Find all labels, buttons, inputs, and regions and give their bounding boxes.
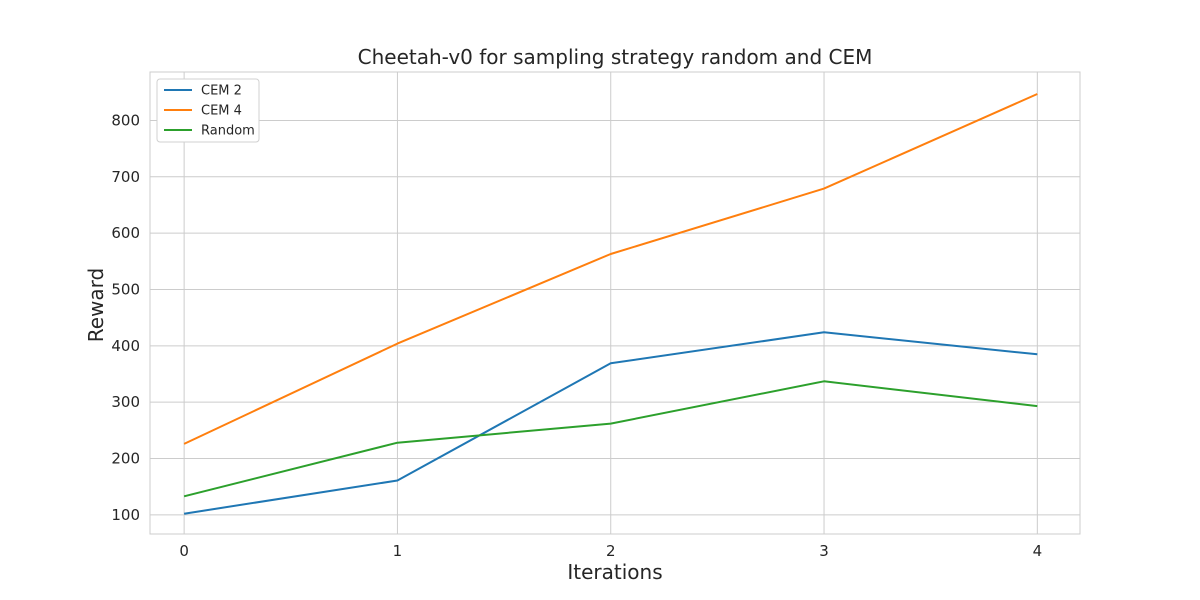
chart-title: Cheetah-v0 for sampling strategy random … — [358, 45, 873, 69]
series-lines — [183, 93, 1038, 515]
series-line-random — [183, 380, 1038, 498]
y-tick-label: 600 — [111, 224, 140, 242]
tick-labels: 0 1 2 3 4 100 200 300 400 500 600 700 800 — [111, 111, 1042, 560]
plot-area — [149, 71, 1081, 535]
legend-label: CEM 2 — [201, 84, 242, 99]
legend: CEM 2 CEM 4 Random — [156, 78, 260, 143]
x-tick-label: 4 — [1033, 542, 1043, 560]
x-tick-label: 3 — [819, 542, 829, 560]
series-line-cem-2 — [183, 331, 1038, 515]
y-tick-label: 400 — [111, 337, 140, 355]
legend-label: Random — [201, 124, 255, 139]
y-axis-label: Reward — [84, 268, 108, 342]
x-tick-label: 0 — [179, 542, 189, 560]
x-axis-label: Iterations — [567, 560, 662, 584]
y-tick-label: 800 — [111, 111, 140, 129]
x-tick-label: 1 — [393, 542, 403, 560]
series-line-cem-4 — [183, 93, 1038, 445]
y-tick-label: 100 — [111, 506, 140, 524]
legend-box — [156, 78, 260, 143]
y-tick-label: 700 — [111, 168, 140, 186]
y-tick-label: 200 — [111, 450, 140, 468]
y-tick-label: 300 — [111, 393, 140, 411]
x-tick-label: 2 — [606, 542, 616, 560]
legend-label: CEM 4 — [201, 104, 242, 119]
y-tick-label: 500 — [111, 280, 140, 298]
grid-lines — [150, 72, 1080, 534]
